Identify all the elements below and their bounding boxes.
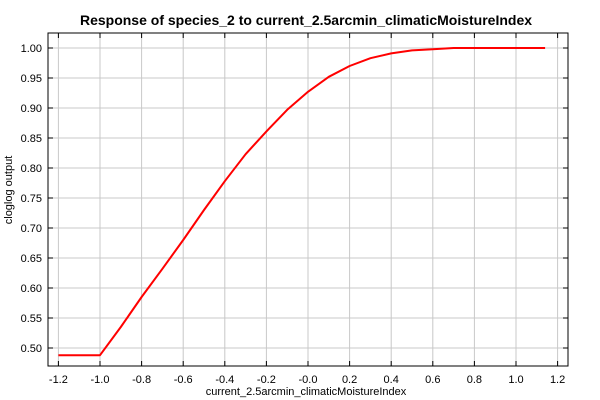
x-tick-label: 1.0 [508, 374, 523, 386]
y-tick-label: 0.70 [21, 223, 42, 235]
y-tick-label: 0.65 [21, 253, 42, 265]
x-tick-label: 1.2 [550, 374, 565, 386]
response-curve [58, 47, 546, 357]
y-axis-ticks: 0.50 0.55 0.60 0.65 0.70 0.75 0.80 0.85 0.90 0.95… [21, 43, 568, 355]
x-tick-label: 0.4 [384, 374, 399, 386]
y-tick-label: 1.00 [21, 43, 42, 55]
x-tick-label: -0.2 [257, 374, 276, 386]
y-tick-label: 0.55 [21, 313, 42, 325]
y-tick-label: 0.50 [21, 343, 42, 355]
x-tick-label: 0.2 [342, 374, 357, 386]
x-tick-label: -0.6 [174, 374, 193, 386]
y-tick-label: 0.75 [21, 193, 42, 205]
grid [48, 33, 568, 366]
x-axis-ticks: -1.2 -1.0 -0.8 -0.6 -0.4 -0.2 -0.0 0.2 0.4 0.6 0.8… [49, 33, 565, 386]
x-tick-label: -0.8 [132, 374, 151, 386]
y-tick-label: 0.95 [21, 73, 42, 85]
x-tick-label: -1.0 [91, 374, 110, 386]
chart-title: Response of species_2 to current_2.5arcm… [80, 12, 532, 28]
y-tick-label: 0.80 [21, 163, 42, 175]
y-tick-label: 0.60 [21, 283, 42, 295]
x-tick-label: 0.8 [467, 374, 482, 386]
x-tick-label: -1.2 [49, 374, 68, 386]
series-layer [58, 47, 546, 357]
y-tick-label: 0.90 [21, 103, 42, 115]
y-axis-label: cloglog output [3, 156, 15, 225]
y-tick-label: 0.85 [21, 133, 42, 145]
x-tick-label: 0.6 [425, 374, 440, 386]
x-tick-label: -0.0 [299, 374, 318, 386]
x-tick-label: -0.4 [215, 374, 234, 386]
x-axis-label: current_2.5arcmin_climaticMoistureIndex [206, 386, 407, 398]
